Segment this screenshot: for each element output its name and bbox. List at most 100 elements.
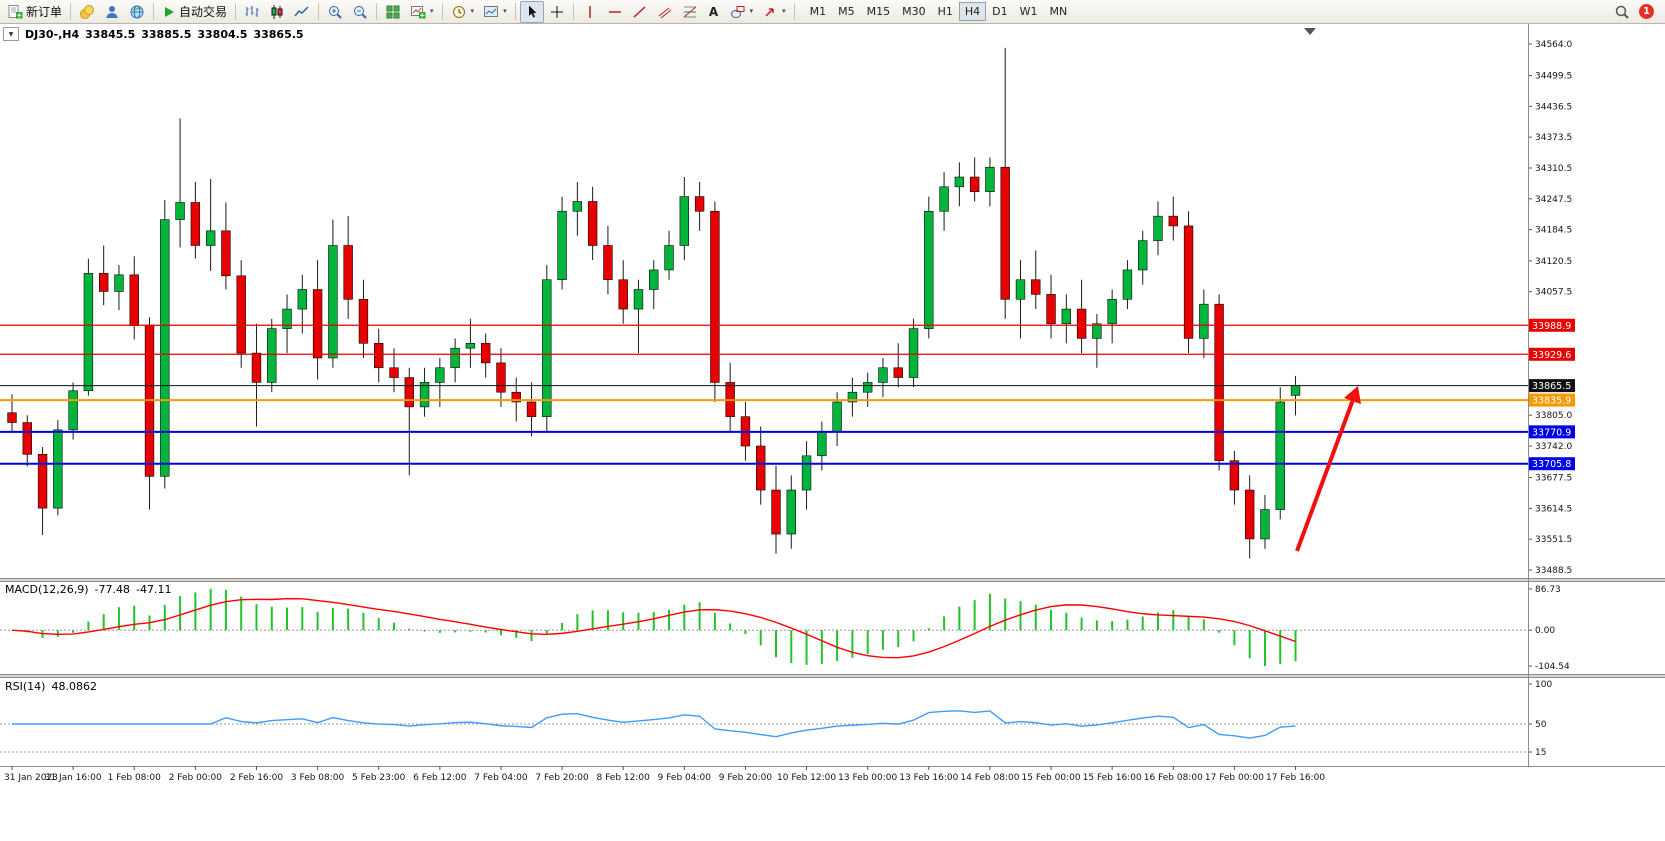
timeframe-toolbar: M1 M5 M15 M30 H1 H4 D1 W1 MN — [804, 2, 1074, 21]
arrows-tool-button[interactable]: ▾ — [758, 1, 790, 23]
line-chart-mode-button[interactable] — [290, 1, 314, 23]
trend-arrow-annotation[interactable] — [1295, 386, 1361, 552]
pane-splitter[interactable] — [0, 578, 1665, 582]
candle — [542, 279, 552, 417]
candle — [1061, 308, 1072, 325]
search-button[interactable] — [1610, 1, 1634, 23]
crosshair-tool-button[interactable] — [545, 1, 569, 23]
cursor-tool-button[interactable] — [519, 0, 544, 23]
zoom-in-button[interactable] — [323, 1, 347, 23]
shapes-tool-button[interactable]: ▾ — [726, 1, 758, 23]
timeframe-d1-button[interactable]: D1 — [992, 5, 1008, 18]
svg-text:2 Feb 16:00: 2 Feb 16:00 — [230, 773, 284, 783]
main-toolbar: 新订单 自动交易 — [0, 0, 1665, 24]
candle — [679, 196, 690, 246]
candle — [480, 343, 491, 364]
pane-splitter[interactable] — [0, 674, 1665, 678]
notification-badge[interactable]: 1 — [1639, 4, 1654, 19]
candle — [1000, 166, 1010, 300]
candle — [374, 343, 384, 369]
candle — [450, 347, 460, 369]
caret-down-icon[interactable]: ▾ — [430, 7, 434, 15]
caret-down-icon[interactable]: ▾ — [470, 7, 475, 15]
symbol-timeframe-label: DJ30-,H4 — [25, 27, 80, 41]
arrows-icon — [765, 7, 774, 17]
candle — [756, 445, 766, 491]
svg-text:15 Feb 00:00: 15 Feb 00:00 — [1022, 773, 1081, 783]
new-chart-icon — [411, 5, 426, 18]
support-resistance-lines[interactable] — [0, 324, 1528, 465]
tile-windows-button[interactable] — [381, 1, 405, 23]
bar-chart-icon — [245, 5, 259, 17]
toolbar-separator — [376, 3, 378, 20]
trendline-tool-button[interactable] — [628, 1, 652, 23]
new-order-button[interactable]: 新订单 — [3, 1, 66, 23]
rsi-name: RSI(14) — [5, 680, 46, 693]
template-button[interactable]: ▾ — [479, 1, 511, 23]
caret-down-icon[interactable]: ▾ — [782, 7, 786, 15]
deposit-button[interactable] — [75, 1, 99, 23]
macd-indicator-label: MACD(12,26,9) -77.48 -47.11 — [5, 583, 171, 596]
svg-text:17 Feb 16:00: 17 Feb 16:00 — [1266, 773, 1325, 783]
price-badge — [1529, 393, 1575, 407]
bar-chart-mode-button[interactable] — [240, 1, 264, 23]
rsi-value: 48.0862 — [51, 680, 97, 693]
candle — [1031, 279, 1041, 295]
candle — [618, 279, 628, 310]
caret-down-icon[interactable]: ▾ — [503, 7, 507, 15]
timeframe-h4-button[interactable]: H4 — [958, 2, 987, 21]
svg-text:33835.9: 33835.9 — [1532, 396, 1571, 407]
timeframe-m1-button[interactable]: M1 — [809, 5, 827, 18]
channel-tool-button[interactable] — [653, 1, 677, 23]
candle — [465, 343, 476, 349]
macd-histogram — [26, 589, 1297, 666]
vertical-line-tool-button[interactable] — [578, 1, 602, 23]
caret-down-icon[interactable]: ▾ — [749, 7, 754, 15]
candle — [205, 230, 216, 246]
toolbar-separator — [572, 3, 574, 20]
text-tool-button[interactable]: A — [703, 1, 725, 23]
candle — [22, 422, 32, 455]
timeframe-m15-button[interactable]: M15 — [866, 5, 891, 18]
toolbar-separator — [441, 3, 443, 20]
timeframe-w1-button[interactable]: W1 — [1019, 5, 1038, 18]
candle — [847, 391, 858, 403]
svg-text:1 Feb 08:00: 1 Feb 08:00 — [108, 773, 162, 783]
chart-title-bar: ▼ DJ30-,H4 33845.5 33885.5 33804.5 33865… — [3, 27, 304, 41]
chart-expand-button[interactable]: ▼ — [3, 27, 19, 41]
candle — [389, 367, 399, 378]
open-value: 33845.5 — [85, 27, 136, 41]
price-badge — [1529, 425, 1575, 439]
svg-text:33929.6: 33929.6 — [1532, 350, 1571, 361]
candle — [343, 245, 353, 300]
toolbar-separator — [318, 3, 320, 20]
web-terminal-button[interactable] — [125, 1, 149, 23]
fibonacci-tool-button[interactable] — [678, 1, 702, 23]
candlestick-mode-button[interactable] — [265, 1, 289, 23]
timeframe-m30-button[interactable]: M30 — [902, 5, 926, 18]
timeframe-mn-button[interactable]: MN — [1049, 5, 1068, 18]
candle — [924, 210, 934, 329]
chart-shift-marker[interactable] — [1304, 28, 1316, 35]
toolbar-separator — [153, 3, 155, 20]
candle — [312, 289, 323, 359]
svg-text:13 Feb 16:00: 13 Feb 16:00 — [899, 773, 958, 783]
macd-main-value: -77.48 — [94, 583, 131, 596]
candle — [1168, 215, 1178, 227]
svg-text:33770.9: 33770.9 — [1532, 427, 1571, 438]
account-button[interactable] — [100, 1, 124, 23]
new-order-icon — [8, 4, 23, 18]
candle — [771, 489, 781, 535]
timeframe-h1-button[interactable]: H1 — [937, 5, 953, 18]
zoom-out-button[interactable] — [348, 1, 372, 23]
timeframe-period-button[interactable]: ▾ — [447, 1, 479, 23]
auto-trading-label: 自动交易 — [179, 5, 228, 19]
timeframe-m5-button[interactable]: M5 — [838, 5, 855, 18]
new-chart-button[interactable]: ▾ — [406, 1, 438, 23]
auto-trading-button[interactable]: 自动交易 — [158, 1, 231, 23]
person-icon — [106, 5, 118, 18]
channel-icon — [658, 7, 671, 18]
horizontal-line-tool-button[interactable] — [603, 1, 627, 23]
